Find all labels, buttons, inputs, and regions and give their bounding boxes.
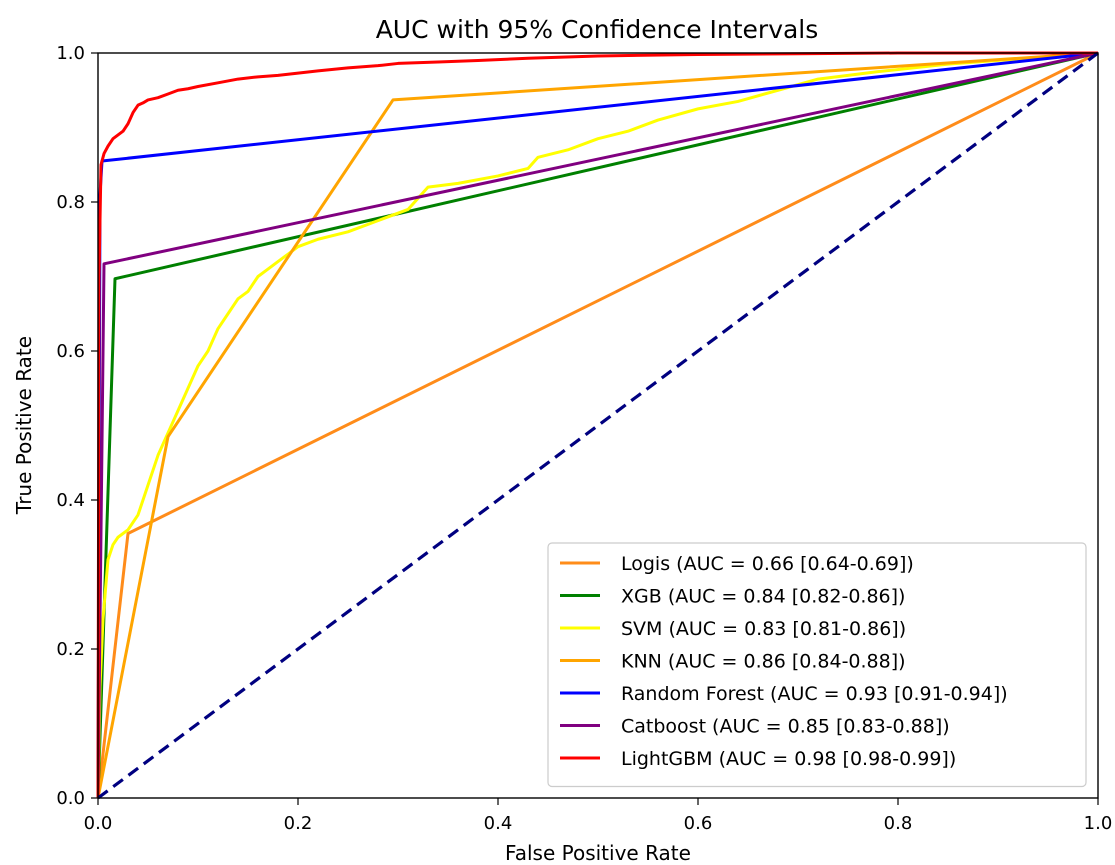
series-line-3 xyxy=(96,51,1099,799)
x-axis: 0.0 0.2 0.4 0.6 0.8 1.0 xyxy=(84,798,1113,834)
y-tick-label: 1.0 xyxy=(56,43,85,64)
chart-title: AUC with 95% Confidence Intervals xyxy=(376,15,819,44)
x-tick-label: 0.2 xyxy=(284,813,313,834)
y-axis: 0.0 0.2 0.4 0.6 0.8 1.0 xyxy=(56,43,98,809)
legend-entry: LightGBM (AUC = 0.98 [0.98-0.99]) xyxy=(621,748,956,770)
legend-entry: SVM (AUC = 0.83 [0.81-0.86]) xyxy=(621,618,906,640)
series-line-6 xyxy=(96,51,1098,799)
legend: Logis (AUC = 0.66 [0.64-0.69]) XGB (AUC =… xyxy=(547,542,1087,788)
y-tick-label: 0.2 xyxy=(56,639,85,660)
y-tick-label: 0.0 xyxy=(56,788,85,809)
legend-box xyxy=(547,542,1087,788)
x-tick-label: 0.6 xyxy=(684,813,713,834)
x-tick-label: 0.8 xyxy=(884,813,913,834)
legend-entry: KNN (AUC = 0.86 [0.84-0.88]) xyxy=(621,651,906,673)
x-tick-label: 0.0 xyxy=(84,813,113,834)
x-tick-label: 1.0 xyxy=(1084,813,1113,834)
y-tick-label: 0.6 xyxy=(56,341,85,362)
x-tick-label: 0.4 xyxy=(484,813,513,834)
legend-entry: XGB (AUC = 0.84 [0.82-0.86]) xyxy=(621,586,905,608)
legend-entry: Random Forest (AUC = 0.93 [0.91-0.94]) xyxy=(621,683,1008,705)
y-tick-label: 0.8 xyxy=(56,192,85,213)
series-line-0 xyxy=(96,51,1099,799)
legend-entry: Catboost (AUC = 0.85 [0.83-0.88]) xyxy=(621,716,950,738)
x-axis-label: False Positive Rate xyxy=(505,841,691,865)
series-line-5 xyxy=(96,51,1099,799)
plot-frame xyxy=(97,52,1099,799)
plot-area xyxy=(96,51,1099,800)
y-axis-label: True Positive Rate xyxy=(12,336,36,515)
y-tick-label: 0.4 xyxy=(56,490,85,511)
series-line-2 xyxy=(96,51,1099,799)
legend-entry: Logis (AUC = 0.66 [0.64-0.69]) xyxy=(621,553,914,575)
